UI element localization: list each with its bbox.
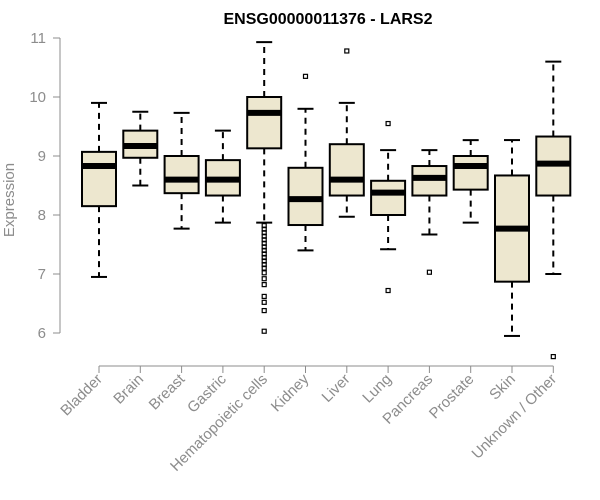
y-axis-title: Expression [1,163,18,237]
box-kidney [287,73,324,252]
box-rect [370,179,407,216]
outlier-point [426,269,432,275]
outlier-point [261,299,267,305]
y-tick-label: 8 [38,207,46,224]
box-prostate [452,139,489,224]
x-category-label: Breast [146,370,189,413]
x-category-label: Skin [486,371,519,404]
y-tick-label: 10 [29,89,46,106]
outlier-point [344,48,350,54]
box-rect [246,96,283,150]
box-skin [494,139,530,337]
outlier-point [261,270,267,276]
x-category-label: Brain [110,371,147,408]
outlier-point [261,265,267,271]
outlier-point [261,328,267,334]
y-tick-label: 6 [38,325,46,342]
y-tick-label: 11 [30,30,46,47]
y-axis: 6 7 8 9 10 11 [29,30,61,342]
box-brain [122,110,159,187]
outlier-point [261,282,267,288]
box-hematopoietic-cells [246,41,283,334]
box-rect [452,155,489,191]
box-rect [81,150,117,208]
y-tick-label: 9 [38,148,46,165]
box-lung [370,120,407,294]
x-category-label: Bladder [57,371,106,420]
x-category-label: Liver [319,371,354,406]
outlier-point [385,120,391,127]
box-breast [163,111,200,230]
box-bladder [81,101,117,278]
outlier-point [385,287,391,294]
x-category-label: Lung [359,371,395,407]
outlier-point [261,293,267,300]
outlier-point [261,307,267,314]
outlier-point [261,276,267,282]
box-rect [163,155,200,195]
outlier-point [302,73,309,79]
chart-title: ENSG00000011376 - LARS2 [223,11,432,28]
box-unknown-other [535,60,572,360]
box-rect [328,143,365,197]
x-category-label: Prostate [426,371,478,423]
box-liver [328,48,365,218]
boxes-group [81,41,572,360]
outlier-point [550,354,556,360]
box-pancreas [411,149,448,275]
x-category-label: Kidney [268,370,313,415]
box-gastric [204,129,241,224]
y-tick-label: 7 [38,266,46,283]
